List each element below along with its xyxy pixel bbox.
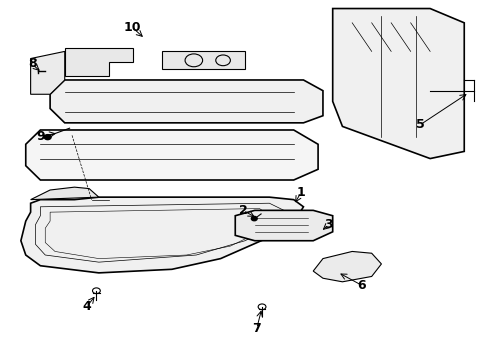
Text: 5: 5 xyxy=(416,118,425,131)
Polygon shape xyxy=(30,51,65,94)
Text: 10: 10 xyxy=(123,21,141,33)
Polygon shape xyxy=(50,80,323,123)
Polygon shape xyxy=(21,197,303,273)
Text: 9: 9 xyxy=(36,130,45,143)
Circle shape xyxy=(251,216,257,221)
Polygon shape xyxy=(162,51,245,69)
Polygon shape xyxy=(30,187,99,200)
Polygon shape xyxy=(235,210,333,241)
Text: 2: 2 xyxy=(239,204,247,217)
Text: 3: 3 xyxy=(324,218,333,231)
Text: 4: 4 xyxy=(82,300,91,313)
Text: 7: 7 xyxy=(252,322,261,335)
Text: 1: 1 xyxy=(296,186,305,199)
Polygon shape xyxy=(65,48,133,76)
Text: 8: 8 xyxy=(28,57,36,71)
Polygon shape xyxy=(26,130,318,180)
Text: 6: 6 xyxy=(358,279,366,292)
Circle shape xyxy=(44,135,51,140)
Polygon shape xyxy=(313,251,381,282)
Polygon shape xyxy=(333,9,464,158)
